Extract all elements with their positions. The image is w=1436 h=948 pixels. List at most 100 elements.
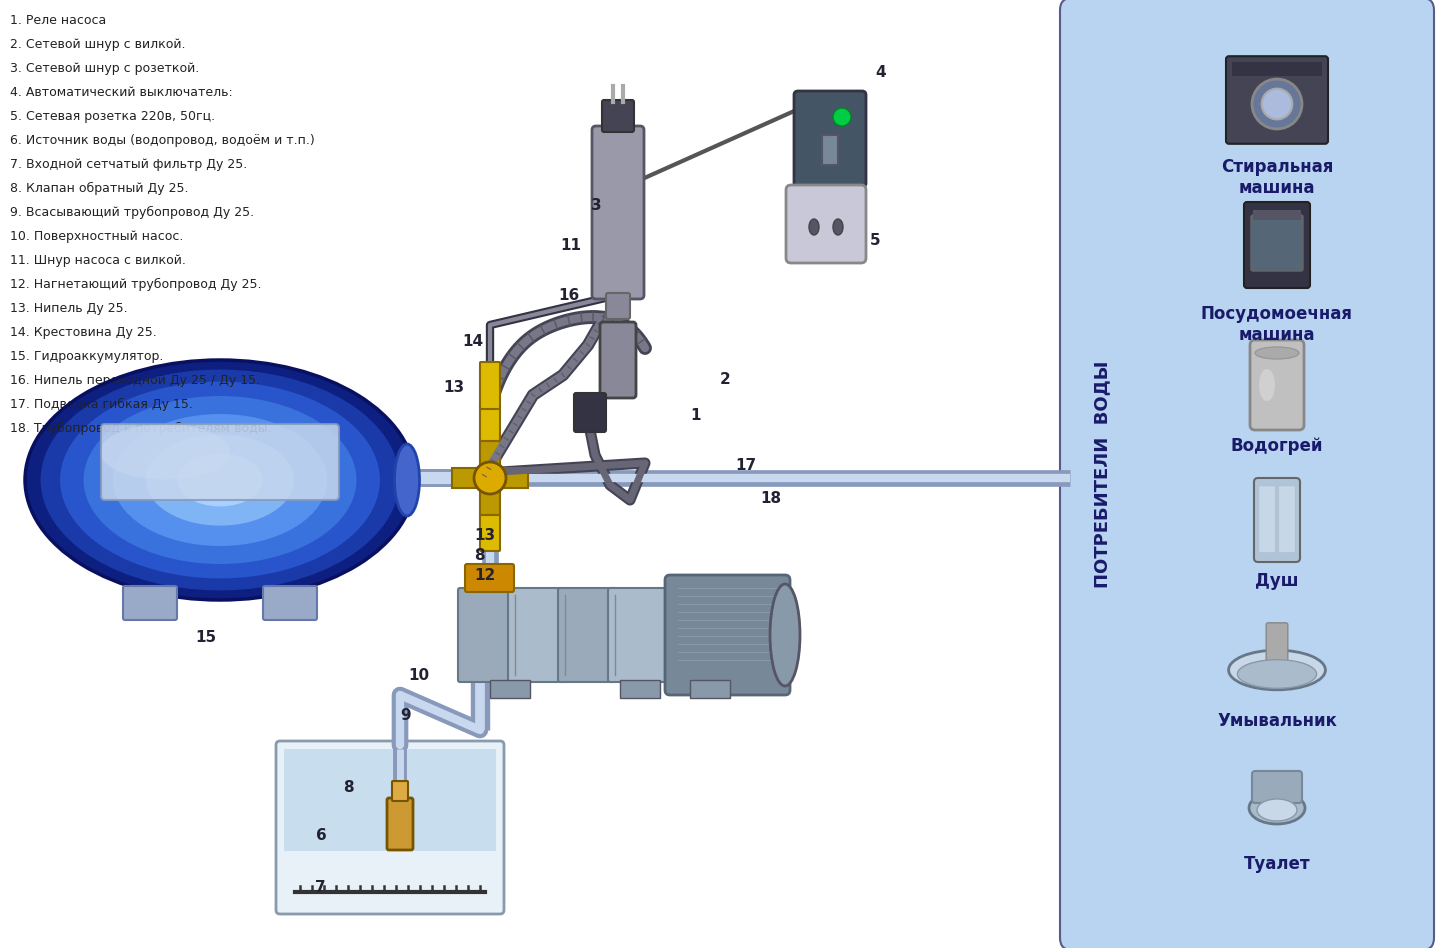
- Text: 17. Подводка гибкая Ду 15.: 17. Подводка гибкая Ду 15.: [10, 398, 192, 411]
- Ellipse shape: [1259, 369, 1275, 401]
- Text: 4: 4: [875, 64, 886, 80]
- Text: 9: 9: [401, 707, 411, 722]
- Ellipse shape: [83, 396, 356, 564]
- Ellipse shape: [24, 360, 415, 600]
- FancyBboxPatch shape: [592, 126, 643, 299]
- Text: 1. Реле насоса: 1. Реле насоса: [10, 14, 106, 27]
- Text: 8: 8: [343, 780, 353, 795]
- Text: 17: 17: [735, 458, 757, 472]
- FancyBboxPatch shape: [1259, 486, 1275, 553]
- Text: 6. Источник воды (водопровод, водоём и т.п.): 6. Источник воды (водопровод, водоём и т…: [10, 134, 314, 147]
- Ellipse shape: [177, 453, 263, 506]
- FancyBboxPatch shape: [600, 322, 636, 398]
- Text: 6: 6: [316, 828, 327, 843]
- Ellipse shape: [40, 370, 399, 591]
- Text: 16: 16: [559, 287, 579, 302]
- Text: 10. Поверхностный насос.: 10. Поверхностный насос.: [10, 230, 184, 243]
- Text: 14: 14: [462, 335, 482, 350]
- FancyBboxPatch shape: [276, 741, 504, 914]
- Ellipse shape: [146, 434, 294, 525]
- Text: 15. Гидроаккумулятор.: 15. Гидроаккумулятор.: [10, 350, 164, 363]
- FancyBboxPatch shape: [794, 91, 866, 187]
- Text: Туалет: Туалет: [1244, 855, 1310, 873]
- FancyBboxPatch shape: [1244, 202, 1310, 288]
- FancyBboxPatch shape: [458, 588, 517, 682]
- Ellipse shape: [60, 382, 381, 578]
- Text: 7. Входной сетчатый фильтр Ду 25.: 7. Входной сетчатый фильтр Ду 25.: [10, 158, 247, 171]
- Text: Умывальник: Умывальник: [1218, 712, 1337, 730]
- Text: 18. Трубопровод к потребителям воды.: 18. Трубопровод к потребителям воды.: [10, 422, 271, 435]
- FancyBboxPatch shape: [480, 362, 500, 409]
- FancyBboxPatch shape: [574, 393, 606, 432]
- Text: 16. Нипель переходной Ду 25 / Ду 15.: 16. Нипель переходной Ду 25 / Ду 15.: [10, 374, 260, 387]
- Ellipse shape: [113, 414, 327, 546]
- FancyBboxPatch shape: [602, 100, 635, 132]
- Text: 14. Крестовина Ду 25.: 14. Крестовина Ду 25.: [10, 326, 157, 339]
- Bar: [1232, 63, 1323, 76]
- Ellipse shape: [101, 425, 230, 480]
- FancyBboxPatch shape: [480, 440, 500, 516]
- Ellipse shape: [1256, 799, 1297, 821]
- FancyBboxPatch shape: [559, 588, 617, 682]
- FancyBboxPatch shape: [1249, 340, 1304, 430]
- Text: 3: 3: [592, 197, 602, 212]
- FancyBboxPatch shape: [1252, 771, 1302, 803]
- Text: Водогрей: Водогрей: [1231, 437, 1323, 455]
- FancyBboxPatch shape: [386, 798, 414, 850]
- Ellipse shape: [833, 219, 843, 235]
- Circle shape: [1262, 89, 1292, 119]
- Text: Посудомоечная
машина: Посудомоечная машина: [1200, 305, 1353, 344]
- Bar: [415, 472, 472, 484]
- Text: Душ: Душ: [1255, 572, 1298, 590]
- FancyBboxPatch shape: [1254, 478, 1300, 562]
- Bar: [490, 680, 530, 698]
- Text: 13: 13: [442, 380, 464, 395]
- FancyBboxPatch shape: [392, 781, 408, 801]
- FancyBboxPatch shape: [123, 586, 177, 620]
- FancyBboxPatch shape: [480, 405, 500, 441]
- Text: 4. Автоматический выключатель:: 4. Автоматический выключатель:: [10, 86, 233, 99]
- FancyBboxPatch shape: [1278, 486, 1295, 553]
- FancyBboxPatch shape: [1060, 0, 1435, 948]
- FancyBboxPatch shape: [480, 515, 500, 551]
- Text: 15: 15: [195, 630, 217, 646]
- Text: 7: 7: [314, 881, 326, 896]
- Text: 10: 10: [408, 667, 429, 683]
- FancyBboxPatch shape: [607, 588, 666, 682]
- Ellipse shape: [1249, 792, 1305, 824]
- Bar: [691, 680, 729, 698]
- Ellipse shape: [395, 444, 419, 516]
- Text: 12. Нагнетающий трубопровод Ду 25.: 12. Нагнетающий трубопровод Ду 25.: [10, 278, 261, 291]
- Ellipse shape: [1238, 660, 1317, 688]
- Text: 5. Сетевая розетка 220в, 50гц.: 5. Сетевая розетка 220в, 50гц.: [10, 110, 215, 123]
- Ellipse shape: [770, 584, 800, 686]
- FancyBboxPatch shape: [263, 586, 317, 620]
- Text: 13: 13: [474, 527, 495, 542]
- Bar: [284, 749, 495, 851]
- Text: Стиральная
машина: Стиральная машина: [1221, 158, 1333, 197]
- FancyBboxPatch shape: [606, 293, 630, 319]
- Text: ПОТРЕБИТЕЛИ  ВОДЫ: ПОТРЕБИТЕЛИ ВОДЫ: [1093, 360, 1111, 588]
- Text: 18: 18: [760, 490, 781, 505]
- Text: 11: 11: [560, 238, 582, 252]
- Text: 11. Шнур насоса с вилкой.: 11. Шнур насоса с вилкой.: [10, 254, 185, 267]
- Circle shape: [1252, 79, 1302, 129]
- FancyBboxPatch shape: [1226, 56, 1328, 144]
- Circle shape: [833, 108, 852, 126]
- Text: 8: 8: [474, 548, 484, 562]
- Ellipse shape: [808, 219, 819, 235]
- FancyBboxPatch shape: [1251, 215, 1302, 271]
- Text: 2: 2: [719, 373, 731, 388]
- FancyBboxPatch shape: [1267, 623, 1288, 666]
- FancyBboxPatch shape: [665, 575, 790, 695]
- Text: 12: 12: [474, 568, 495, 582]
- Bar: [415, 469, 472, 487]
- Text: 9. Всасывающий трубопровод Ду 25.: 9. Всасывающий трубопровод Ду 25.: [10, 206, 254, 219]
- FancyBboxPatch shape: [508, 588, 567, 682]
- Circle shape: [474, 462, 505, 494]
- Bar: [1254, 210, 1301, 220]
- Ellipse shape: [1255, 347, 1300, 359]
- Text: 5: 5: [870, 232, 880, 247]
- FancyBboxPatch shape: [101, 424, 339, 500]
- Text: 2. Сетевой шнур с вилкой.: 2. Сетевой шнур с вилкой.: [10, 38, 185, 51]
